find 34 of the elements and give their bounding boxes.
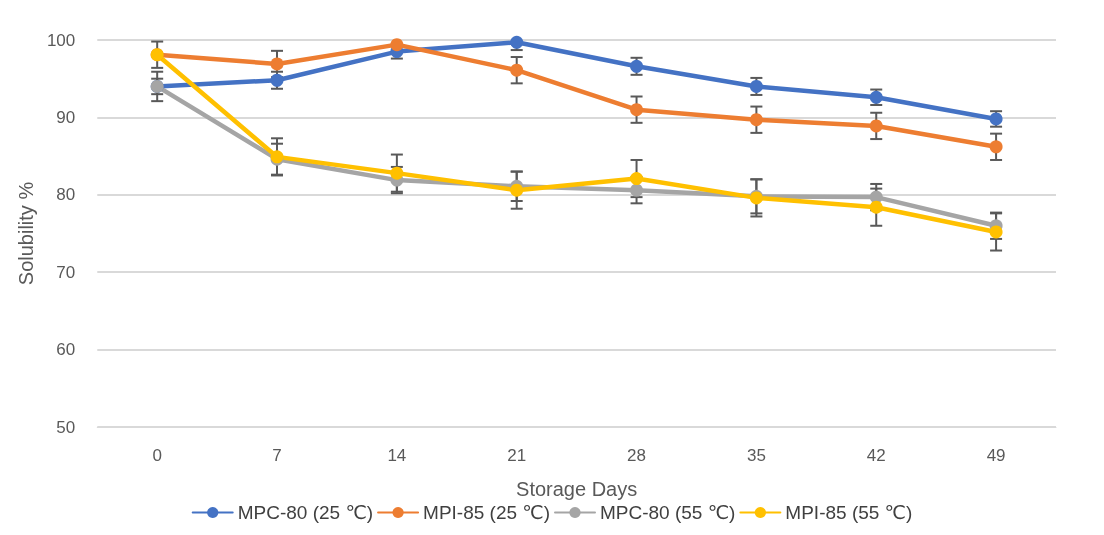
point [989, 140, 1003, 154]
point [630, 172, 644, 186]
y-tick-label: 60 [56, 340, 76, 360]
x-tick-label: 0 [152, 446, 162, 465]
point [869, 200, 883, 214]
x-axis-title: Storage Days [516, 478, 638, 500]
point [390, 166, 404, 180]
x-tick-label: 35 [746, 446, 766, 465]
point [390, 38, 404, 52]
y-tick-label: 100 [46, 30, 76, 50]
x-tick-label: 28 [627, 446, 647, 465]
y-axis-title: Solubility % [15, 181, 37, 286]
x-tick-label: 7 [272, 446, 282, 465]
point [510, 35, 524, 49]
point [989, 225, 1003, 239]
point [749, 113, 763, 127]
y-tick-label: 70 [56, 262, 76, 282]
point [630, 103, 644, 117]
y-tick-label: 90 [56, 107, 76, 127]
legend-label: MPI-85 (25 ℃) [423, 502, 551, 523]
y-tick-label: 50 [56, 417, 76, 437]
legend-label: MPC-80 (55 ℃) [600, 502, 736, 523]
x-tick-label: 42 [866, 446, 886, 465]
x-tick-label: 14 [387, 446, 407, 465]
legend-label: MPC-80 (25 ℃) [237, 502, 374, 523]
point [270, 57, 284, 71]
point [869, 119, 883, 133]
legend-label: MPI-85 (55 ℃) [785, 502, 913, 523]
point [510, 63, 524, 77]
point [510, 183, 524, 197]
point [630, 183, 644, 197]
x-tick-label: 49 [986, 446, 1006, 465]
x-tick-label: 21 [507, 446, 527, 465]
y-tick-label: 80 [56, 185, 76, 205]
